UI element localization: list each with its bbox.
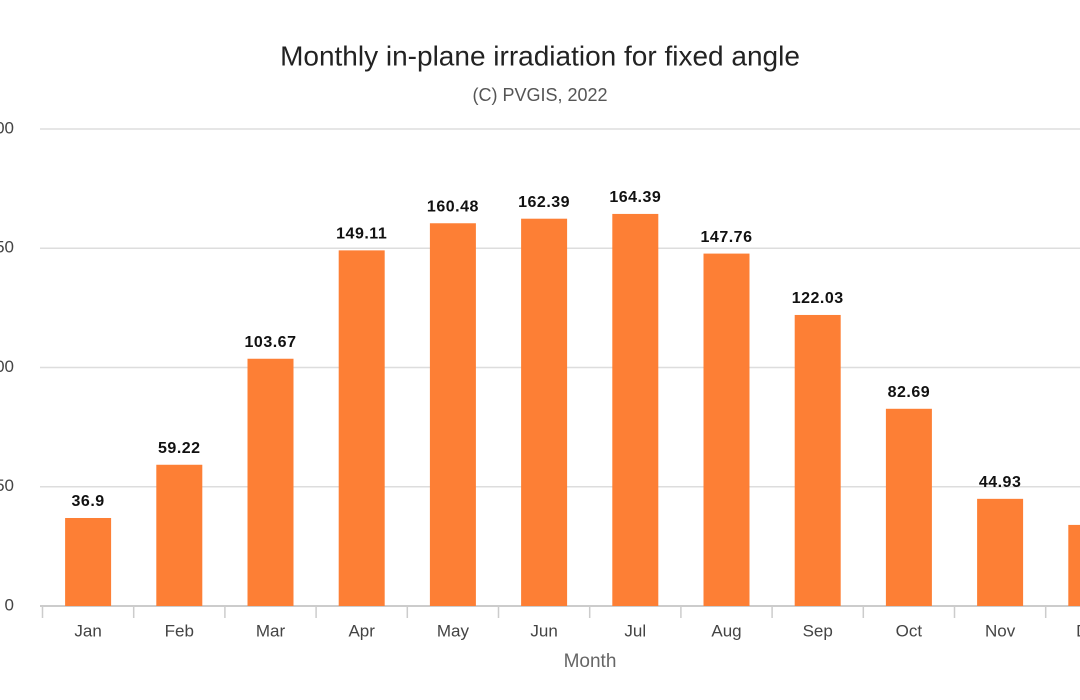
value-label: 59.22 [158,440,201,457]
value-label: 82.69 [888,384,931,401]
x-tick-label: Feb [165,621,194,640]
chart-subtitle: (C) PVGIS, 2022 [472,85,607,105]
bar [612,213,659,606]
bar [65,517,112,606]
x-tick-label: Jan [74,621,101,640]
bar [794,314,841,606]
y-tick-label: 50 [0,476,14,495]
x-tick-label: Apr [348,621,375,640]
bar [703,253,750,606]
x-tick-label: Oct [896,621,923,640]
x-tick-label: Jun [530,621,557,640]
value-label: 162.39 [518,194,570,211]
x-tick-label: Nov [985,621,1016,640]
x-axis-label: Month [564,651,617,672]
x-tick-label: Jul [624,621,646,640]
bar [885,408,932,606]
y-tick-label: 150 [0,238,14,257]
y-tick-label: 0 [5,595,14,614]
bar [977,498,1024,606]
value-label: 103.67 [245,334,297,351]
value-label: 147.76 [701,229,753,246]
value-label: 160.48 [427,198,479,215]
x-tick-label: Mar [256,621,286,640]
x-tick-label: May [437,621,470,640]
bar [156,464,203,606]
x-tick-label: Aug [711,621,741,640]
bar [247,358,294,606]
bar [429,223,476,607]
value-label: 149.11 [336,226,387,243]
y-tick-label: 100 [0,357,14,376]
y-tick-label: 200 [0,118,14,137]
value-label: 122.03 [792,290,844,307]
value-label: 44.93 [979,474,1022,491]
x-tick-label: Sep [803,621,833,640]
bar [1068,524,1080,606]
value-label: 164.39 [609,189,661,206]
value-label: 36.9 [72,493,105,510]
bar [338,250,385,606]
x-tick-label: Dec [1076,621,1080,640]
bar [521,218,568,607]
chart-title: Monthly in-plane irradiation for fixed a… [280,40,800,71]
